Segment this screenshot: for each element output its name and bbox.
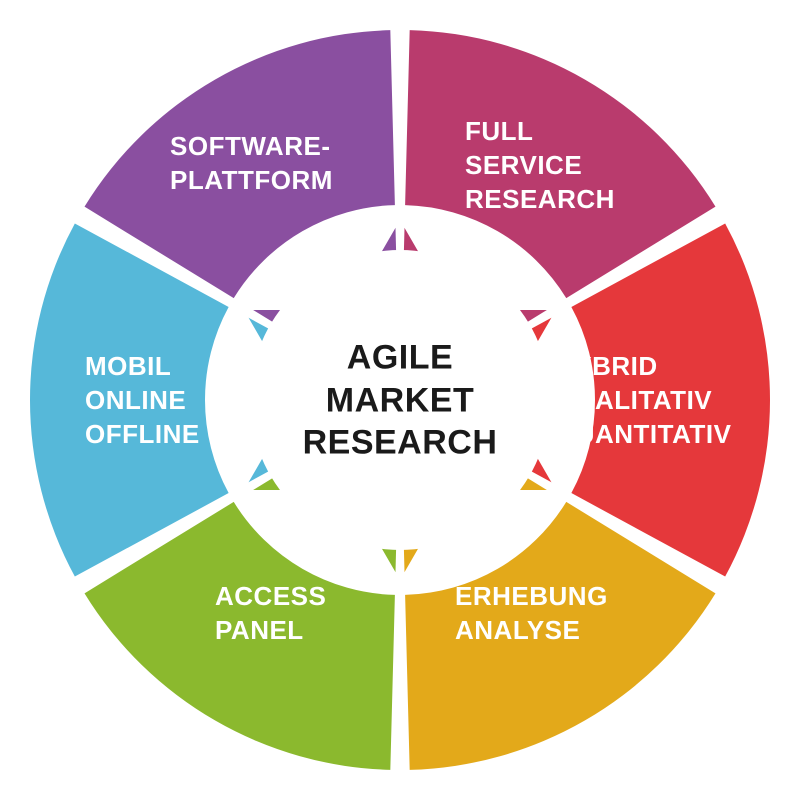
segment-label-erhebung: ERHEBUNG ANALYSE (455, 580, 608, 648)
segment-label-mobil: MOBIL ONLINE OFFLINE (85, 350, 200, 451)
center-title: AGILEMARKETRESEARCH (303, 336, 498, 464)
segment-label-hybrid: HYBRID QUALITATIV QUANTITATIV (555, 350, 731, 451)
agile-market-research-wheel: AGILEMARKETRESEARCH FULL SERVICE RESEARC… (0, 0, 800, 800)
segment-label-full-service: FULL SERVICE RESEARCH (465, 115, 615, 216)
segment-label-access-panel: ACCESS PANEL (215, 580, 326, 648)
segment-label-software: SOFTWARE- PLATTFORM (170, 130, 333, 198)
